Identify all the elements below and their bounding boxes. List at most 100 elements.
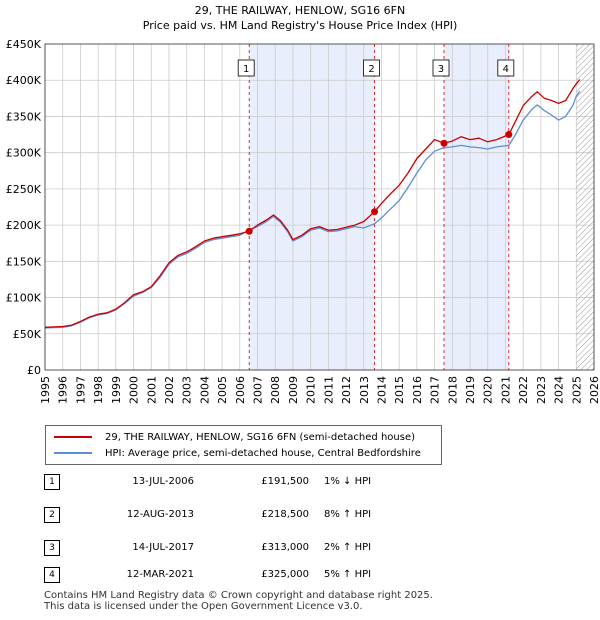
sale-date: 14-JUL-2017 — [132, 542, 194, 553]
legend: 29, THE RAILWAY, HENLOW, SG16 6FN (semi-… — [45, 425, 442, 465]
chart-subtitle: Price paid vs. HM Land Registry's House … — [142, 19, 458, 32]
sale-markers — [245, 131, 513, 235]
x-tick-label: 1998 — [92, 376, 105, 404]
shaded-regions — [45, 44, 594, 370]
forecast-hatch — [576, 44, 594, 370]
y-tick-label: £150K — [6, 255, 42, 268]
sale-label-text: 1 — [243, 64, 249, 75]
series-line — [44, 79, 581, 328]
sale-date: 12-AUG-2013 — [126, 509, 194, 520]
sale-row: 3 14-JUL-2017 £313,000 2% ↑ HPI — [44, 540, 464, 558]
x-tick-label: 2019 — [464, 376, 477, 404]
sale-label-text: 3 — [438, 64, 444, 75]
sale-label-text: 4 — [503, 64, 509, 75]
sale-point — [371, 208, 379, 216]
footer: Contains HM Land Registry data © Crown c… — [44, 590, 433, 612]
price-chart: £0 £50K £100K £150K £200K £250K £300K £350K £400… — [6, 38, 600, 404]
sale-period-shade — [249, 44, 375, 370]
sale-period-shade — [443, 44, 509, 370]
forecast-region — [576, 44, 594, 370]
x-tick-label: 2005 — [216, 376, 229, 404]
sale-hpi-diff: 8% ↑ HPI — [324, 509, 372, 520]
x-tick-label: 2014 — [375, 376, 388, 404]
footer-licence: This data is licensed under the Open Gov… — [44, 601, 363, 612]
x-tick-label: 2025 — [570, 376, 583, 404]
legend-row-property: 29, THE RAILWAY, HENLOW, SG16 6FN (semi-… — [54, 430, 415, 444]
sale-point — [245, 227, 253, 235]
y-tick-label: £250K — [6, 183, 42, 196]
sale-point — [440, 139, 448, 147]
sale-date: 12-MAR-2021 — [126, 569, 194, 580]
x-tick-label: 2020 — [482, 376, 495, 404]
sale-price: £218,500 — [261, 509, 309, 520]
sale-number: 3 — [44, 540, 60, 556]
x-tick-label: 2023 — [535, 376, 548, 404]
y-tick-label: £0 — [27, 364, 41, 377]
sale-label-text: 2 — [368, 64, 374, 75]
x-tick-label: 2017 — [429, 376, 442, 404]
y-tick-label: £400K — [6, 74, 42, 87]
series-lines — [44, 79, 581, 329]
x-tick-label: 2001 — [145, 376, 158, 404]
x-tick-label: 1999 — [110, 376, 123, 404]
x-tick-label: 2000 — [128, 376, 141, 404]
x-tick-label: 2003 — [181, 376, 194, 404]
sale-number: 1 — [44, 474, 60, 490]
sale-hpi-diff: 2% ↑ HPI — [324, 542, 372, 553]
x-tick-label: 2022 — [517, 376, 530, 404]
sale-label-box — [237, 59, 255, 77]
sale-price: £191,500 — [261, 476, 309, 487]
x-tick-label: 2011 — [322, 376, 335, 404]
x-tick-label: 2007 — [252, 376, 265, 404]
x-tick-label: 2016 — [411, 376, 424, 404]
sale-vlines — [248, 44, 510, 370]
y-tick-label: £350K — [6, 110, 42, 123]
sale-label-box — [363, 59, 380, 77]
sale-row: 4 12-MAR-2021 £325,000 5% ↑ HPI — [44, 567, 464, 585]
plot-frame — [44, 43, 595, 371]
y-tick-label: £200K — [6, 219, 42, 232]
legend-label-property: 29, THE RAILWAY, HENLOW, SG16 6FN (semi-… — [105, 431, 415, 443]
y-tick-label: £100K — [6, 292, 42, 305]
x-tick-label: 2009 — [287, 376, 300, 404]
x-tick-label: 2021 — [499, 376, 512, 404]
footer-copyright: Contains HM Land Registry data © Crown c… — [44, 590, 433, 601]
sale-label-box — [432, 59, 450, 77]
legend-swatch-property — [54, 436, 92, 438]
sale-price: £313,000 — [261, 542, 309, 553]
sale-number: 4 — [44, 567, 60, 583]
axes: £0 £50K £100K £150K £200K £250K £300K £350K £400… — [6, 38, 600, 404]
x-tick-label: 2026 — [588, 376, 600, 404]
sale-price: £325,000 — [261, 569, 309, 580]
sale-number: 2 — [44, 507, 60, 523]
y-tick-label: £50K — [13, 328, 42, 341]
x-tick-label: 2004 — [198, 376, 211, 404]
legend-row-hpi: HPI: Average price, semi-detached house,… — [54, 446, 421, 460]
sale-point — [505, 131, 513, 139]
x-tick-label: 1995 — [39, 376, 52, 404]
chart-title: 29, THE RAILWAY, HENLOW, SG16 6FN — [194, 4, 406, 17]
sale-labels: 1 2 3 4 — [237, 59, 515, 77]
x-tick-label: 2024 — [553, 376, 566, 404]
x-tick-label: 1997 — [74, 376, 87, 404]
sale-row: 2 12-AUG-2013 £218,500 8% ↑ HPI — [44, 507, 464, 525]
sale-label-box — [497, 59, 515, 77]
y-tick-label: £450K — [6, 38, 42, 51]
legend-label-hpi: HPI: Average price, semi-detached house,… — [105, 447, 421, 459]
y-tick-label: £300K — [6, 147, 42, 160]
sale-hpi-diff: 5% ↑ HPI — [324, 569, 372, 580]
sale-date: 13-JUL-2006 — [132, 476, 194, 487]
x-tick-label: 2013 — [358, 376, 371, 404]
sale-row: 1 13-JUL-2006 £191,500 1% ↓ HPI — [44, 474, 464, 492]
x-tick-label: 2010 — [305, 376, 318, 404]
sale-hpi-diff: 1% ↓ HPI — [324, 476, 372, 487]
series-line — [44, 90, 581, 329]
x-tick-label: 2002 — [163, 376, 176, 404]
legend-swatch-hpi — [54, 452, 92, 454]
x-tick-label: 2015 — [393, 376, 406, 404]
x-tick-label: 2008 — [269, 376, 282, 404]
x-tick-label: 2012 — [340, 376, 353, 404]
chart-title-block: 29, THE RAILWAY, HENLOW, SG16 6FN Price … — [0, 3, 600, 33]
x-tick-label: 2006 — [234, 376, 247, 404]
x-tick-label: 2018 — [446, 376, 459, 404]
